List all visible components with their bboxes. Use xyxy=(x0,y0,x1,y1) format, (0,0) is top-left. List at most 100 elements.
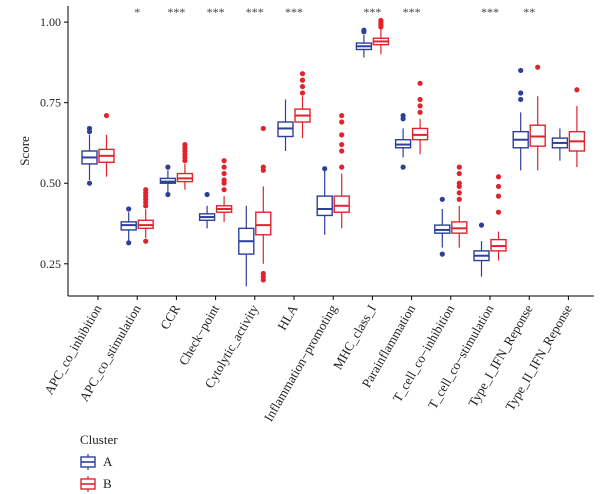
significance-label: ** xyxy=(523,5,535,19)
box-A-4 xyxy=(238,205,255,287)
y-tick-label: 0.75 xyxy=(40,96,61,110)
box-B-4 xyxy=(255,125,272,283)
outlier-point xyxy=(221,187,227,193)
significance-label: *** xyxy=(207,5,225,19)
significance-label: *** xyxy=(481,5,499,19)
significance-label: *** xyxy=(363,5,381,19)
outlier-point xyxy=(339,164,345,170)
legend: Cluster AB xyxy=(80,432,118,492)
y-tick-label: 0.25 xyxy=(40,257,61,271)
outlier-point xyxy=(221,177,227,183)
box-A-2 xyxy=(159,164,177,198)
box-B-7 xyxy=(372,17,390,55)
outlier-point xyxy=(400,164,406,170)
outlier-point xyxy=(339,132,345,138)
y-axis-title: Score xyxy=(17,136,32,166)
box-A-5 xyxy=(277,99,294,151)
box-A-0 xyxy=(81,125,98,186)
outlier-point xyxy=(417,96,423,103)
outlier-point xyxy=(143,238,149,244)
box-B-1 xyxy=(137,187,154,244)
outlier-point xyxy=(86,125,93,132)
outlier-point xyxy=(339,141,345,148)
outlier-point xyxy=(456,164,462,170)
outlier-point xyxy=(221,158,227,164)
box-A-12 xyxy=(551,128,569,161)
box-B-9 xyxy=(451,164,468,248)
outlier-point xyxy=(400,112,406,119)
box-A-3 xyxy=(198,191,216,229)
outlier-point xyxy=(260,270,266,277)
outlier-point xyxy=(439,196,445,202)
legend-item-B: B xyxy=(80,476,112,492)
outlier-point xyxy=(574,87,580,93)
y-tick-label: 1.00 xyxy=(40,15,61,29)
box-B-5 xyxy=(294,71,311,139)
outlier-point xyxy=(456,196,462,202)
box-A-9 xyxy=(434,196,451,257)
outlier-point xyxy=(439,251,445,257)
box-B-0 xyxy=(98,112,115,177)
outlier-point xyxy=(456,180,462,186)
significance-label: *** xyxy=(246,5,264,19)
outlier-point xyxy=(518,90,524,96)
x-tick-label: HLA xyxy=(274,301,301,332)
outlier-point xyxy=(535,64,541,70)
box-A-1 xyxy=(120,206,137,246)
outlier-point xyxy=(339,148,345,154)
significance-label: *** xyxy=(167,5,185,19)
significance-label: *** xyxy=(403,5,421,19)
outlier-point xyxy=(495,183,502,190)
outlier-point xyxy=(299,77,306,83)
outlier-point xyxy=(204,191,210,198)
box-A-10 xyxy=(473,222,490,277)
outlier-point xyxy=(221,164,227,170)
boxes xyxy=(81,17,586,287)
legend-label: B xyxy=(103,476,112,491)
box-A-7 xyxy=(355,27,373,58)
outlier-point xyxy=(518,96,524,103)
box-body xyxy=(255,211,272,236)
box-B-3 xyxy=(215,158,233,222)
outlier-point xyxy=(495,209,502,215)
outlier-point xyxy=(518,67,524,74)
outlier-point xyxy=(495,193,502,199)
outlier-point xyxy=(165,191,171,198)
significance-label: *** xyxy=(285,5,303,19)
outlier-point xyxy=(260,125,266,132)
axes: 0.25 0.50 0.75 1.00 Score xyxy=(17,6,594,300)
outlier-point xyxy=(339,112,345,119)
outlier-point xyxy=(456,190,462,196)
legend-label: A xyxy=(103,454,113,469)
outlier-point xyxy=(126,240,132,246)
box-B-12 xyxy=(568,87,586,168)
outlier-point xyxy=(456,170,462,177)
x-tick-label: CCR xyxy=(157,302,183,332)
box-B-6 xyxy=(333,112,350,229)
outlier-point xyxy=(143,187,149,193)
box-B-2 xyxy=(176,141,194,190)
significance-label: * xyxy=(134,5,140,19)
outlier-point xyxy=(361,27,367,33)
outlier-point xyxy=(478,222,485,228)
box-body xyxy=(316,195,333,217)
box-A-8 xyxy=(394,112,412,170)
outlier-point xyxy=(86,180,93,186)
outlier-point xyxy=(322,166,328,172)
box-B-10 xyxy=(490,174,507,261)
outlier-point xyxy=(417,103,423,109)
outlier-point xyxy=(299,83,306,90)
y-tick-label: 0.50 xyxy=(40,176,61,190)
box-B-8 xyxy=(411,80,429,155)
outlier-point xyxy=(103,112,110,119)
legend-title: Cluster xyxy=(80,432,118,447)
box-B-11 xyxy=(529,64,546,171)
outlier-point xyxy=(182,141,188,148)
outlier-point xyxy=(221,170,227,177)
outlier-point xyxy=(299,71,306,77)
box-A-6 xyxy=(316,166,333,235)
outlier-point xyxy=(378,17,384,24)
